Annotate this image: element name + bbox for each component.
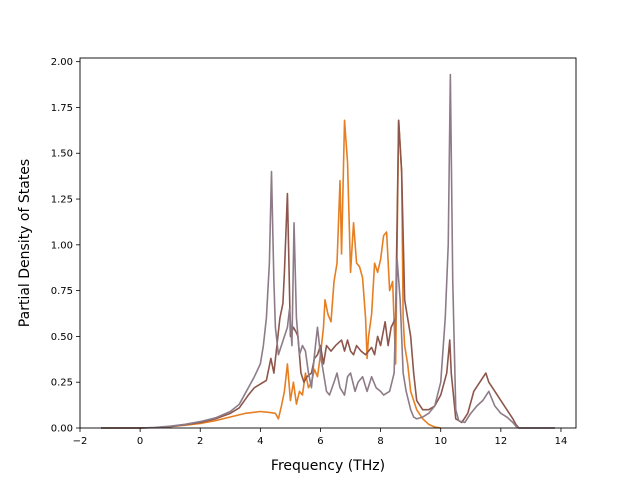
y-tick-label: 1.75 — [51, 103, 73, 114]
y-tick-label: 1.00 — [51, 240, 73, 251]
x-tick-label: −2 — [73, 436, 88, 447]
y-tick-label: 1.50 — [51, 149, 73, 160]
x-tick-label: 12 — [494, 436, 507, 447]
x-tick-label: 2 — [197, 436, 203, 447]
y-tick-label: 0.75 — [51, 286, 73, 297]
x-tick-label: 0 — [137, 436, 143, 447]
x-tick-label: 14 — [555, 436, 568, 447]
series-line-2 — [101, 119, 555, 429]
y-axis: 0.00 0.25 0.50 0.75 1.00 1.25 1.50 1.75 2.00 — [51, 57, 80, 435]
series-layer — [101, 73, 555, 429]
plot-background — [80, 58, 576, 428]
x-axis-label: Frequency (THz) — [271, 458, 385, 474]
y-tick-label: 0.50 — [51, 332, 73, 343]
y-tick-label: 1.25 — [51, 195, 73, 206]
x-tick-label: 6 — [317, 436, 323, 447]
plot-frame — [79, 57, 577, 429]
y-axis-label: Partial Density of States — [17, 159, 33, 327]
x-tick-label: 10 — [434, 436, 447, 447]
y-tick-label: 2.00 — [51, 57, 73, 68]
y-tick-label: 0.00 — [51, 424, 73, 435]
series-line-3 — [101, 73, 555, 429]
x-axis: −2 0 2 4 6 8 10 12 14 — [73, 428, 568, 447]
x-tick-label: 4 — [257, 436, 263, 447]
y-tick-label: 0.25 — [51, 378, 73, 389]
x-tick-label: 8 — [377, 436, 383, 447]
